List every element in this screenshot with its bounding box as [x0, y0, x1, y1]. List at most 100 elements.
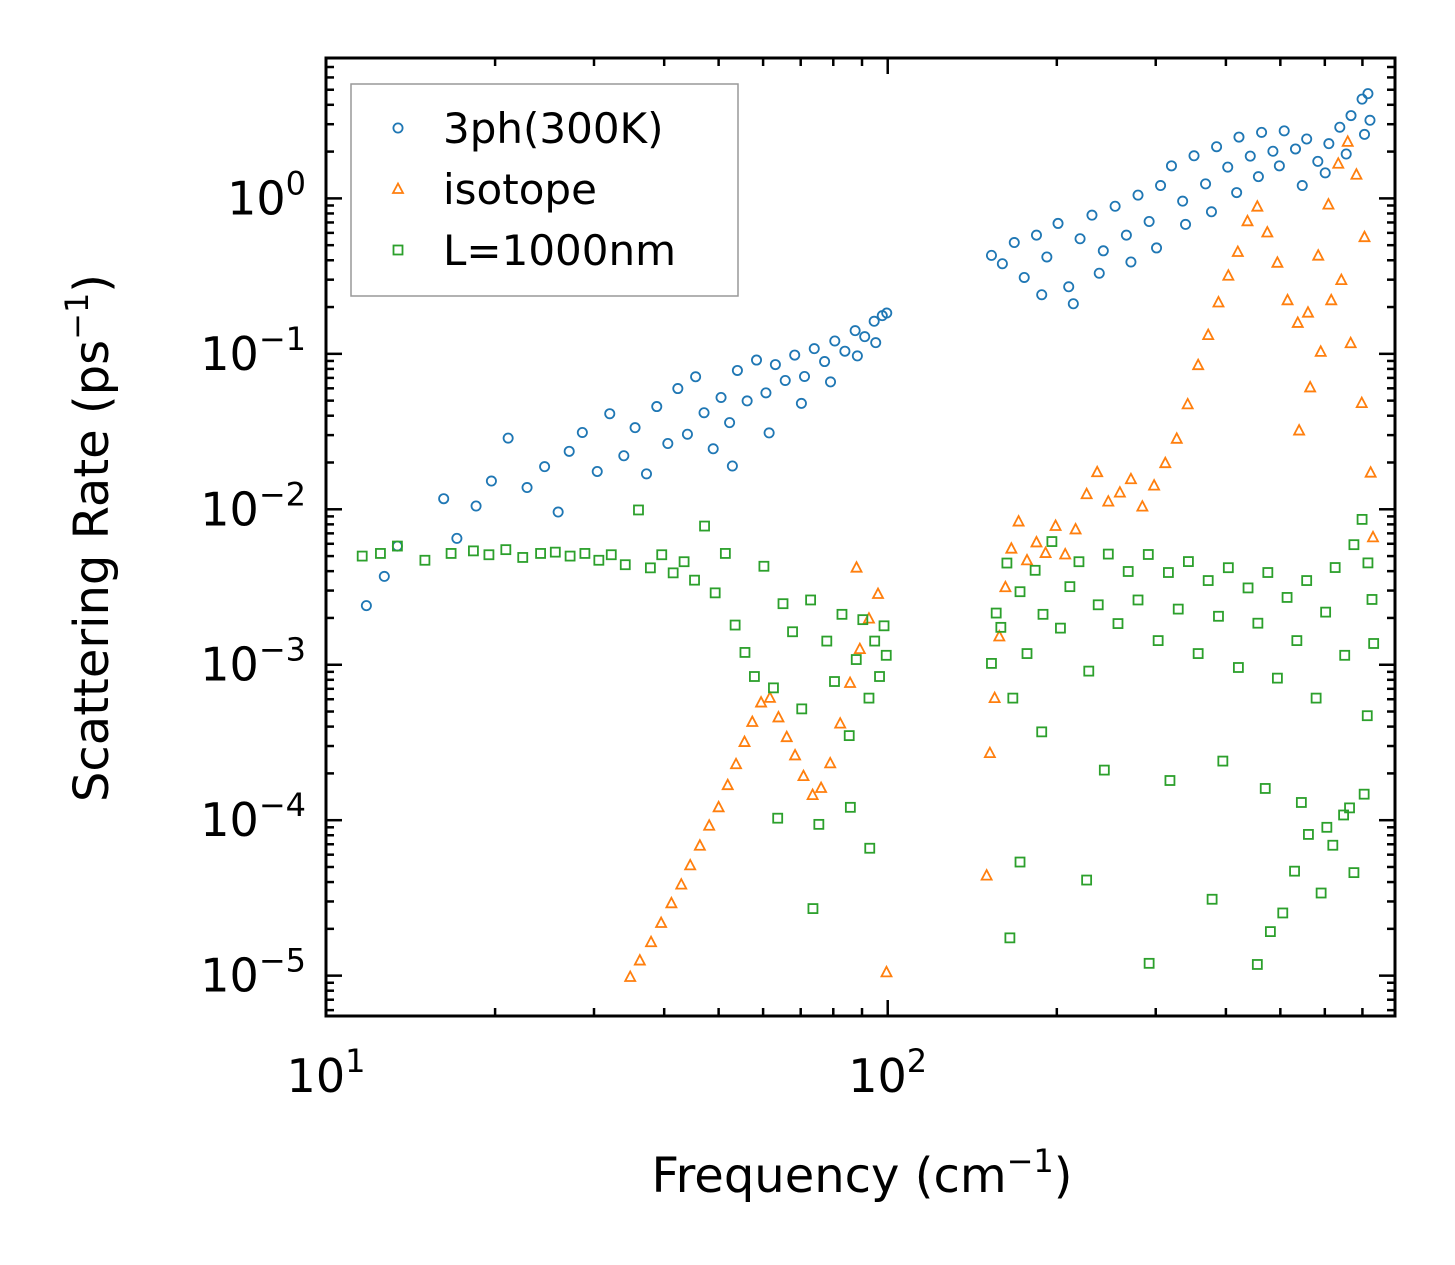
data-point: [1244, 150, 1256, 162]
data-point: [1281, 292, 1295, 306]
data-point: [857, 614, 869, 626]
data-point: [1231, 187, 1243, 199]
data-point: [1206, 893, 1218, 905]
data-point: [1142, 549, 1154, 560]
data-point: [983, 745, 997, 759]
data-point: [1030, 229, 1042, 241]
data-point: [1323, 138, 1335, 150]
data-point: [1277, 907, 1289, 919]
data-point: [1036, 289, 1048, 301]
data-point: [1252, 171, 1264, 183]
data-point: [1014, 586, 1026, 598]
data-point: [825, 376, 837, 388]
data-point: [749, 671, 760, 682]
data-point: [709, 587, 721, 599]
data-point: [829, 676, 840, 687]
data-point: [1147, 478, 1161, 491]
data-point: [549, 546, 561, 558]
legend-label-3ph: 3ph(300K): [443, 104, 663, 153]
data-point: [640, 468, 652, 480]
data-point: [871, 586, 885, 599]
data-point: [1334, 272, 1348, 286]
legend-marker: [392, 244, 404, 256]
data-point: [1046, 536, 1058, 547]
data-point: [1180, 218, 1192, 230]
data-point: [1052, 217, 1064, 229]
data-point: [500, 544, 512, 556]
data-point: [779, 374, 791, 386]
svg-text:Frequency (cm−1): Frequency (cm−1): [651, 1142, 1072, 1204]
x-axis-label-close: ): [1054, 1148, 1073, 1204]
data-point: [1122, 566, 1134, 577]
data-point: [741, 395, 753, 407]
data-point: [1358, 229, 1371, 243]
data-point: [843, 675, 857, 688]
data-point: [633, 504, 644, 516]
data-point: [576, 426, 588, 438]
data-point: [1289, 143, 1301, 155]
data-point: [633, 953, 647, 966]
y-axis-label-close: ): [64, 274, 120, 293]
data-point: [605, 549, 617, 561]
data-point: [502, 432, 514, 444]
data-point: [564, 550, 576, 562]
data-point: [1151, 242, 1163, 254]
data-point: [814, 780, 828, 793]
data-point: [591, 466, 603, 478]
data-point: [777, 598, 789, 610]
data-point: [360, 600, 372, 612]
data-point: [1007, 692, 1019, 704]
data-point: [789, 349, 801, 361]
data-point: [821, 635, 833, 647]
data-point: [1037, 608, 1049, 620]
data-point: [1303, 379, 1317, 393]
data-point: [683, 857, 697, 871]
data-point: [1217, 755, 1229, 767]
data-point: [823, 755, 837, 769]
data-point: [1049, 518, 1063, 531]
data-point: [1081, 874, 1093, 886]
y-axis-label: Scattering Rate (ps−1): [58, 274, 120, 802]
data-point: [1164, 775, 1176, 786]
data-point: [1158, 455, 1172, 469]
data-point: [754, 695, 768, 708]
data-point: [1291, 315, 1305, 328]
svg-text:Scattering Rate (ps−1): Scattering Rate (ps−1): [58, 274, 120, 802]
data-point: [1029, 564, 1041, 576]
data-point: [985, 249, 997, 261]
data-point: [1251, 959, 1263, 970]
data-point: [998, 579, 1012, 593]
data-point: [724, 417, 736, 429]
data-point: [604, 408, 616, 420]
data-point: [438, 493, 450, 505]
data-point: [1113, 485, 1127, 498]
data-point: [1202, 575, 1214, 586]
data-point: [1319, 167, 1331, 179]
data-point: [1001, 557, 1013, 569]
data-point: [623, 969, 637, 982]
data-point: [1170, 431, 1184, 444]
data-point: [662, 437, 674, 449]
data-point: [1278, 125, 1290, 137]
data-point: [579, 548, 591, 559]
y-tick-label: 10−4: [200, 786, 306, 847]
data-point: [690, 371, 702, 383]
data-point: [1334, 121, 1346, 133]
data-point: [758, 560, 770, 572]
legend-label-boundary: L=1000nm: [443, 226, 676, 275]
data-point: [1021, 648, 1033, 659]
data-point: [1213, 610, 1224, 622]
series-0: [360, 88, 1376, 612]
data-point: [1289, 865, 1300, 877]
data-point: [1348, 539, 1360, 551]
series-2: [356, 504, 1380, 970]
data-point: [780, 729, 794, 743]
data-point: [1093, 267, 1105, 279]
data-point: [731, 364, 743, 376]
x-axis-label-text: Frequency (cm: [651, 1148, 1006, 1204]
data-point: [356, 550, 368, 562]
data-point: [1320, 606, 1332, 618]
data-point: [521, 482, 533, 494]
data-point: [788, 747, 802, 761]
